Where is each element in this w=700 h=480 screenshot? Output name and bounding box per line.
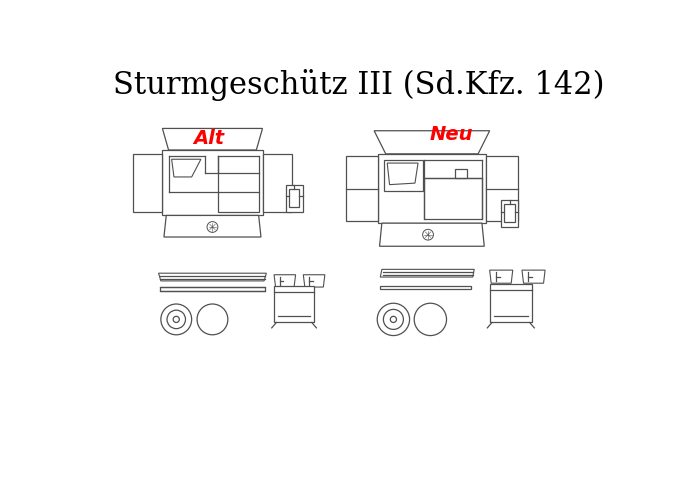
Polygon shape [379, 223, 484, 246]
Bar [286, 185, 302, 212]
Circle shape [391, 316, 396, 323]
Circle shape [414, 303, 447, 336]
Polygon shape [158, 273, 266, 281]
Bar [504, 204, 515, 222]
Circle shape [197, 304, 228, 335]
Text: Neu: Neu [429, 125, 473, 144]
Bar [274, 286, 314, 323]
Bar [501, 200, 518, 227]
Bar [455, 169, 466, 179]
Bar [162, 150, 262, 216]
Bar [218, 192, 258, 212]
Polygon shape [162, 129, 262, 150]
Text: Alt: Alt [193, 129, 224, 148]
Bar [346, 156, 378, 221]
Polygon shape [172, 159, 201, 177]
Polygon shape [164, 216, 261, 237]
Circle shape [207, 222, 218, 232]
Text: Sturmgeschütz III (Sd.Kfz. 142): Sturmgeschütz III (Sd.Kfz. 142) [113, 69, 605, 100]
Bar [378, 154, 486, 223]
Bar [486, 156, 518, 221]
Polygon shape [522, 270, 545, 283]
Polygon shape [387, 163, 418, 185]
Polygon shape [303, 275, 325, 287]
Bar [160, 287, 265, 291]
Circle shape [384, 310, 403, 329]
Bar [262, 154, 292, 212]
Bar [288, 189, 300, 207]
Polygon shape [274, 275, 295, 287]
Bar [384, 160, 423, 191]
Circle shape [173, 316, 179, 323]
Circle shape [161, 304, 192, 335]
Circle shape [423, 229, 433, 240]
Polygon shape [374, 131, 490, 154]
Bar [490, 284, 532, 323]
Bar [380, 286, 471, 289]
Circle shape [167, 310, 186, 329]
Polygon shape [490, 270, 512, 283]
Circle shape [377, 303, 409, 336]
Bar [424, 179, 482, 219]
Bar [133, 154, 162, 212]
Polygon shape [380, 269, 475, 277]
